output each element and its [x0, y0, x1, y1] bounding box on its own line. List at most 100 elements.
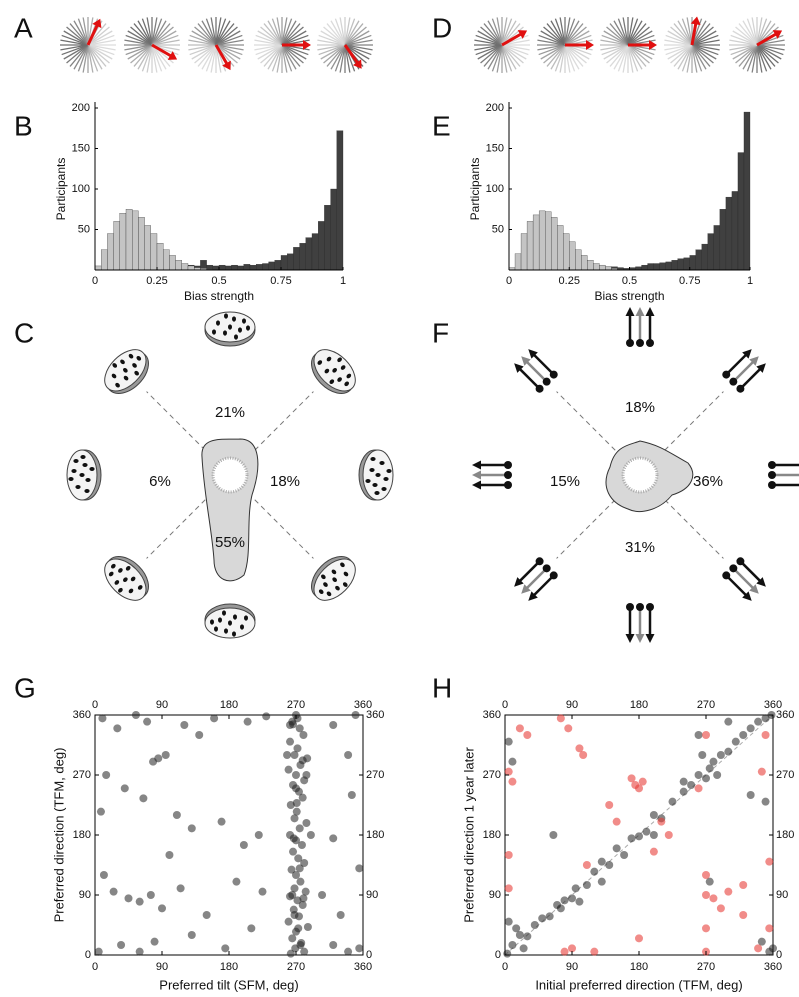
fan-ray: [691, 44, 711, 67]
fan-ray: [77, 18, 89, 46]
fan-ray: [87, 34, 115, 46]
fan-ray: [475, 34, 503, 46]
y-tick-label: 50: [78, 223, 90, 235]
arrow-fan: [60, 17, 116, 73]
fan-ray: [215, 18, 227, 46]
cylinder-dot: [68, 477, 74, 481]
scatter-point: [290, 814, 299, 823]
scatter-point: [195, 731, 204, 739]
dashed-connector: [146, 499, 206, 559]
fan-ray: [326, 23, 346, 46]
fan-ray: [276, 17, 283, 46]
fan-arrow-head: [772, 30, 783, 39]
bar: [599, 264, 606, 271]
fan-ray: [627, 34, 655, 46]
bar: [113, 221, 120, 271]
fan-ray: [501, 44, 530, 51]
stimulus-icon: [472, 460, 512, 490]
fan-ray: [756, 44, 779, 64]
fan-arrow: [214, 44, 230, 67]
scatter-point: [579, 751, 588, 759]
fan-ray: [141, 18, 153, 46]
scatter-point: [295, 724, 304, 733]
cylinder-dot: [224, 628, 228, 634]
fan-ray: [609, 23, 629, 46]
cylinder-dot: [128, 588, 134, 594]
cylinder-dot: [335, 585, 340, 591]
bar: [287, 253, 294, 271]
fan-ray: [254, 39, 283, 46]
fan-ray: [735, 26, 758, 46]
bar: [94, 265, 102, 271]
fan-ray: [564, 18, 576, 46]
fan-ray: [215, 44, 222, 73]
fan-ray: [501, 23, 521, 46]
scatter-point: [306, 831, 315, 839]
motion-arrow-shaft: [525, 360, 547, 382]
cylinder-dot: [118, 587, 123, 593]
scatter-point: [716, 904, 725, 913]
arrow-fan: [600, 17, 657, 73]
scatter-point: [508, 757, 517, 766]
cylinder-dot: [234, 334, 238, 340]
motion-dot: [542, 377, 551, 386]
scatter-point: [288, 891, 297, 899]
fan-ray: [487, 20, 503, 46]
cylinder-dot: [123, 368, 128, 373]
motion-dot: [722, 370, 731, 379]
cylinder-dot: [365, 479, 371, 483]
scatter-point: [702, 871, 710, 879]
fan-ray: [756, 39, 785, 46]
bar: [593, 263, 600, 271]
panel-letter: H: [432, 672, 452, 703]
x-tick-label: 0.5: [622, 275, 637, 287]
fan-ray: [501, 44, 521, 67]
motion-dot: [549, 571, 558, 580]
scatter-point: [642, 827, 651, 836]
bar: [107, 233, 114, 271]
fan-ray: [87, 39, 116, 46]
fan-ray: [600, 39, 629, 46]
fan-ray: [323, 26, 346, 46]
stimulus-icon: [104, 349, 149, 394]
fan-ray: [133, 23, 153, 46]
scatter-point: [221, 944, 230, 953]
fan-ray: [603, 30, 629, 46]
fan-ray: [691, 26, 714, 46]
scatter-point: [292, 871, 300, 879]
arrow-fan: [537, 17, 594, 73]
fan-ray: [271, 18, 283, 46]
fan-ray: [87, 30, 113, 46]
motion-arrow-shaft: [518, 561, 540, 582]
fan-ray: [281, 30, 307, 46]
x-tick-label: 0.5: [211, 275, 226, 287]
cylinder-dot: [108, 571, 114, 577]
y-tick-label-right: 0: [776, 949, 782, 961]
fan-ray: [627, 44, 653, 60]
scatter-point: [318, 891, 327, 899]
scatter-point: [301, 887, 310, 896]
scatter-point: [296, 941, 305, 949]
fan-ray: [188, 44, 217, 51]
y-tick-label-right: 180: [776, 829, 794, 841]
bar: [695, 249, 702, 271]
fan-ray: [201, 44, 217, 70]
motion-arrow-head: [472, 470, 481, 480]
scatter-point: [293, 744, 302, 753]
fan-ray: [622, 44, 629, 73]
scatter-point: [286, 721, 295, 729]
fan-ray: [729, 39, 758, 46]
bar: [249, 264, 257, 271]
fan-ray: [564, 44, 590, 60]
scatter-point: [161, 751, 170, 759]
fan-ray: [151, 17, 158, 46]
x-tick-label: 1: [340, 275, 346, 287]
fan-ray: [564, 44, 576, 72]
fan-ray: [730, 44, 758, 56]
x-tick-label-top: 180: [220, 699, 238, 711]
fan-ray: [69, 23, 89, 46]
motion-dot: [736, 557, 745, 566]
scatter-point: [649, 811, 658, 819]
scatter-point: [582, 881, 591, 889]
fan-ray: [87, 44, 99, 72]
